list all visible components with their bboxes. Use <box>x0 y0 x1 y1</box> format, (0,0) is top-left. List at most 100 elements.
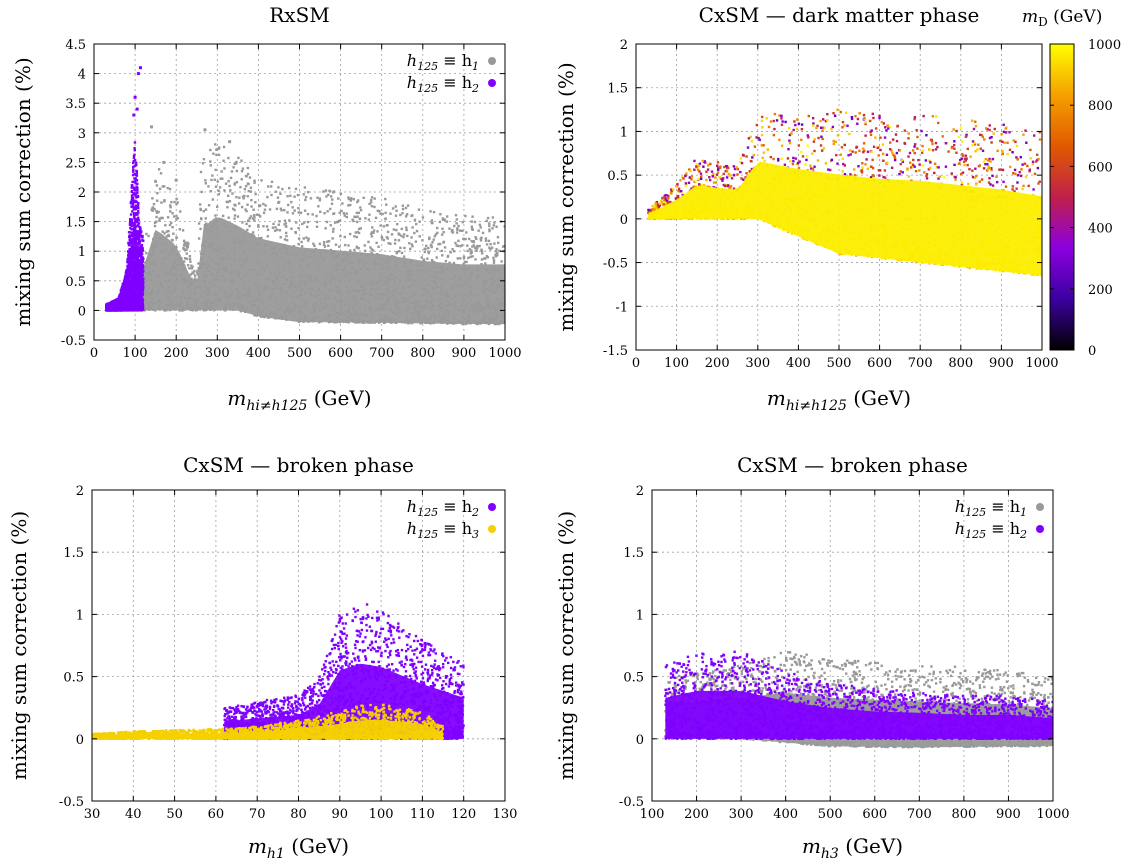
data-point <box>106 303 110 306</box>
data-point <box>733 167 737 171</box>
data-point <box>357 227 361 231</box>
data-point <box>248 224 251 228</box>
data-point <box>237 156 240 160</box>
data-point <box>356 215 359 218</box>
data-point <box>229 189 232 192</box>
data-point <box>302 193 305 196</box>
data-point <box>384 211 387 215</box>
data-point <box>463 260 467 264</box>
data-point <box>813 137 816 141</box>
data-point <box>176 201 179 204</box>
data-point <box>471 215 474 218</box>
data-point <box>290 200 293 204</box>
data-point <box>429 244 433 247</box>
data-point <box>492 256 495 260</box>
data-point <box>297 237 301 240</box>
data-point <box>470 220 473 223</box>
data-point <box>430 219 434 222</box>
data-point <box>188 257 192 261</box>
data-point <box>130 205 134 209</box>
data-point <box>706 164 710 167</box>
data-point <box>421 239 424 242</box>
data-point <box>286 211 289 214</box>
data-point <box>380 235 384 239</box>
data-point <box>130 199 134 202</box>
data-point <box>217 192 221 196</box>
data-point <box>248 217 251 220</box>
data-point-outlier <box>203 128 207 132</box>
data-point <box>448 261 451 264</box>
data-point <box>123 280 127 284</box>
data-point-outlier <box>132 113 136 117</box>
data-point <box>151 206 155 209</box>
data-point <box>197 266 200 270</box>
data-point <box>341 202 344 205</box>
data-point <box>283 238 287 241</box>
data-point <box>132 170 135 173</box>
data-point <box>127 271 130 274</box>
data-point <box>210 178 213 182</box>
x-tick-label: 900 <box>451 346 476 361</box>
data-point <box>161 216 164 220</box>
data-point <box>304 198 307 202</box>
data-point <box>140 255 143 258</box>
data-point <box>349 203 352 207</box>
data-point <box>933 162 937 166</box>
y-tick-label: 3.5 <box>65 97 86 112</box>
data-point <box>413 218 417 222</box>
data-point <box>736 173 739 176</box>
x-tick-label: 400 <box>246 346 271 361</box>
data-point <box>141 236 144 239</box>
data-point <box>415 229 419 233</box>
data-point <box>318 199 322 202</box>
data-point <box>215 153 218 157</box>
data-point <box>403 246 406 250</box>
data-point <box>199 227 202 231</box>
data-point <box>226 200 230 204</box>
data-point <box>354 215 357 219</box>
data-point <box>362 196 365 200</box>
data-point <box>345 215 349 219</box>
data-point <box>410 243 414 246</box>
data-point <box>489 242 492 246</box>
data-point <box>119 293 122 296</box>
data-point <box>143 261 147 264</box>
data-point <box>435 256 438 259</box>
data-point <box>1023 162 1027 165</box>
data-point <box>209 148 212 152</box>
data-point <box>121 288 124 291</box>
data-point <box>784 120 787 124</box>
data-point <box>428 237 431 241</box>
data-point <box>184 243 188 246</box>
data-point <box>452 250 456 253</box>
data-point <box>841 162 845 166</box>
data-point <box>339 234 342 238</box>
data-point <box>497 241 500 245</box>
data-point <box>328 190 332 193</box>
data-point <box>332 212 336 215</box>
data-point <box>294 187 298 191</box>
data-point <box>133 164 136 168</box>
data-point <box>131 231 134 234</box>
data-point <box>356 200 359 204</box>
data-point <box>411 245 414 248</box>
data-point <box>133 147 136 150</box>
data-point <box>200 190 203 194</box>
data-point <box>290 227 293 230</box>
data-point <box>370 231 374 234</box>
data-point <box>134 161 138 164</box>
data-point <box>400 227 403 231</box>
data-point <box>718 176 721 179</box>
y-tick-label: 1.5 <box>65 216 86 231</box>
data-point <box>420 256 423 259</box>
data-point-outlier <box>135 107 139 111</box>
data-point <box>376 230 379 233</box>
data-point <box>246 228 249 232</box>
data-point <box>291 212 295 215</box>
data-point <box>462 262 465 265</box>
data-point <box>185 252 188 255</box>
data-point <box>136 221 139 224</box>
data-point <box>486 216 490 220</box>
data-point <box>406 204 410 207</box>
data-point <box>127 231 131 234</box>
